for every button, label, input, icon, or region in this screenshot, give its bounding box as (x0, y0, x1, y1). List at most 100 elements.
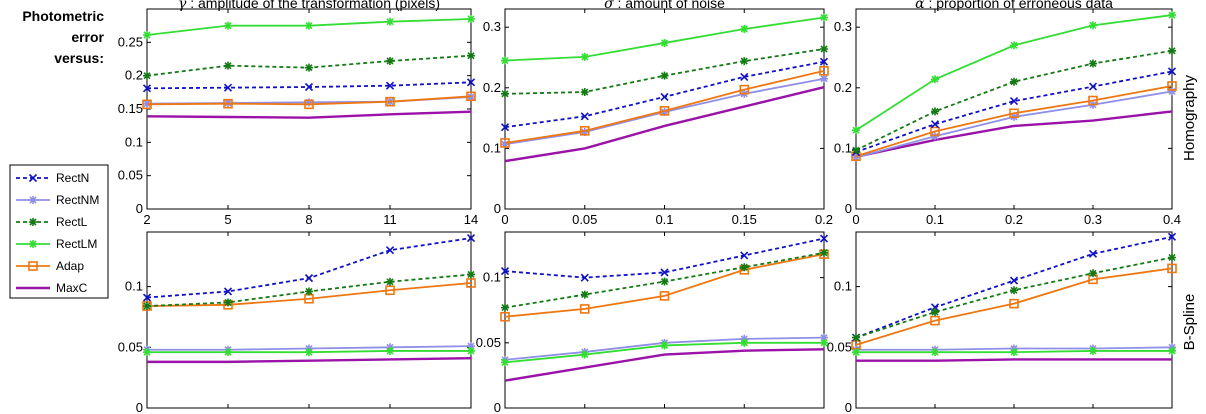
data-point-RectN (500, 123, 510, 132)
series-line-Adap (146, 282, 472, 307)
series-line-RectN (855, 70, 1173, 153)
chart-panel-6: 0 0.05 0.1 (827, 231, 1177, 414)
series-line-Adap (855, 267, 1173, 346)
data-point-RectLM (1168, 11, 1176, 20)
data-point-RectL (1010, 286, 1018, 295)
series-MaxC (147, 357, 472, 364)
data-point-RectL (501, 303, 509, 312)
series-RectLM (501, 338, 828, 367)
series-MaxC (504, 348, 825, 382)
series-RectL (143, 51, 475, 80)
data-point-RectN (580, 112, 589, 121)
data-point-RectL (467, 270, 475, 279)
y-tick-label: 0 (136, 400, 143, 414)
data-point-Adap (1088, 95, 1098, 106)
data-point-RectN (142, 293, 152, 302)
data-point-RectLM (820, 338, 828, 347)
legend-marker (29, 196, 37, 204)
data-point-RectLM (467, 346, 475, 355)
data-point-RectN (304, 82, 314, 92)
data-point-RectLM (852, 348, 860, 357)
data-point-RectL (305, 63, 313, 72)
x-tick-label: 0.05 (572, 212, 597, 227)
y-tick-label: 0.05 (118, 339, 143, 354)
lead-label-line-2: error (71, 29, 104, 45)
data-point-RectLM (224, 348, 232, 357)
data-point-Adap (304, 99, 314, 110)
data-point-RectL (386, 57, 394, 65)
legend-entry-RectNM: RectNM (16, 193, 99, 207)
data-point-RectL (1010, 77, 1018, 86)
data-point-RectL (852, 333, 860, 342)
plot-frame (146, 231, 472, 409)
chart-panel-2: 0 0.1 0.2 0.3 0 0.05 0.1 0.15 0.2 σ : amount of n… (483, 0, 833, 227)
data-point-RectL (1089, 269, 1097, 278)
y-tick-label: 0.2 (125, 68, 143, 83)
x-tick-label: 8 (305, 212, 312, 227)
x-tick-label: 2 (143, 212, 150, 227)
series-RectLM (143, 346, 475, 357)
series-RectLM (852, 11, 1176, 135)
data-point-Adap (579, 126, 590, 136)
plot-frame (504, 231, 825, 409)
data-point-RectL (467, 51, 475, 60)
series-line-Adap (504, 69, 825, 144)
y-tick-label: 0.2 (834, 80, 852, 95)
data-point-RectN (819, 57, 829, 66)
y-tick-label: 0.1 (834, 279, 852, 294)
data-point-RectNM (305, 98, 313, 107)
x-tick-label: 0.15 (732, 212, 757, 227)
data-point-RectLM (386, 17, 394, 26)
data-point-RectNM (467, 342, 475, 351)
data-point-RectLM (1010, 348, 1018, 357)
legend-label: RectNM (56, 193, 99, 207)
series-MaxC (146, 110, 472, 119)
series-Adap (500, 66, 829, 148)
y-tick-label: 0 (845, 201, 852, 216)
legend-entry-RectLM: RectLM (16, 237, 97, 251)
data-point-Adap (142, 99, 152, 110)
series-line-MaxC (504, 348, 825, 382)
data-point-RectLM (1089, 21, 1097, 30)
panel-title-symbol: α (915, 0, 925, 12)
data-point-RectN (1009, 276, 1019, 285)
data-point-RectLM (467, 15, 475, 23)
data-point-RectL (386, 277, 394, 286)
data-point-RectL (1089, 59, 1097, 68)
data-point-RectL (580, 290, 589, 299)
data-point-RectLM (931, 75, 939, 84)
legend-marker (28, 261, 38, 271)
data-point-Adap (500, 138, 510, 148)
y-tick-label: 0 (845, 400, 852, 414)
series-RectL (143, 270, 475, 311)
row-label-bspline: B-Spline (1181, 294, 1198, 351)
data-point-RectL (740, 263, 749, 272)
data-point-RectLM (305, 21, 313, 30)
series-line-RectL (855, 49, 1173, 152)
row-label-homography: Homography (1181, 75, 1198, 161)
data-point-Adap (1167, 81, 1177, 91)
data-point-RectN (304, 274, 314, 283)
data-point-RectN (1088, 249, 1098, 258)
legend-entry-MaxC: MaxC (16, 281, 88, 295)
series-Adap (851, 263, 1177, 350)
data-point-RectLM (143, 348, 151, 357)
data-point-RectN (1088, 82, 1098, 91)
data-point-RectN (466, 234, 476, 243)
legend-label: MaxC (56, 281, 88, 295)
x-tick-label: 0.2 (815, 212, 833, 227)
data-point-RectN (660, 268, 669, 277)
data-point-Adap (739, 84, 750, 95)
y-tick-label: 0.1 (834, 140, 852, 155)
data-point-RectLM (501, 358, 509, 367)
panel-title-symbol: γ (178, 0, 187, 12)
data-point-RectLM (1089, 346, 1097, 355)
y-tick-label: 0.05 (476, 335, 501, 350)
data-point-RectN (740, 251, 749, 260)
chart-panel-3: 0 0.1 0.2 0.3 0 0.1 0.2 0.3 0.4 α : proportion of… (834, 0, 1181, 227)
y-tick-label: 0.05 (827, 339, 852, 354)
y-tick-label: 0.2 (483, 80, 501, 95)
series-RectNM (501, 74, 828, 149)
data-point-RectL (580, 88, 589, 97)
lead-label-line-3: versus: (54, 50, 104, 66)
